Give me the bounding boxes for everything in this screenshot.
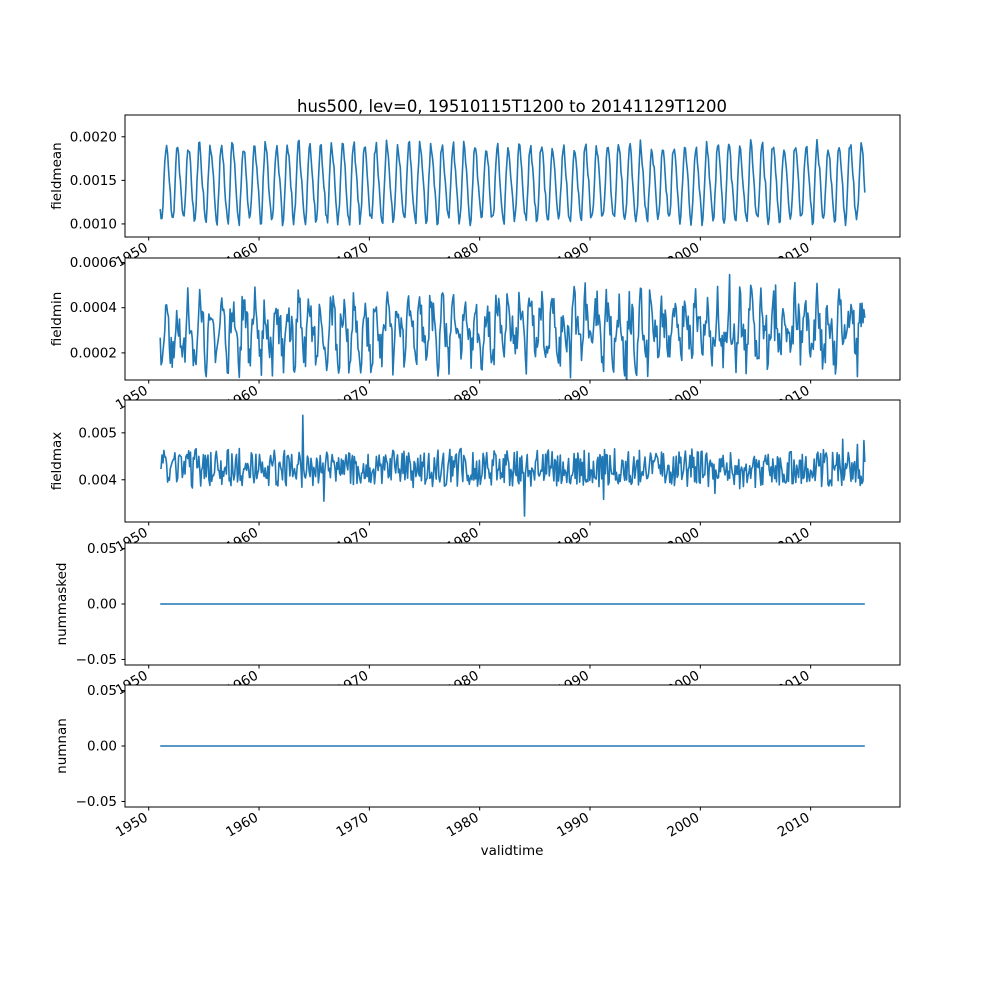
y-tick-label: 0.0010: [70, 216, 117, 232]
axes-spines: [124, 684, 901, 808]
axes-spines: [124, 257, 901, 381]
x-tick-label: 2010: [775, 810, 813, 841]
x-tick-label: 1950: [113, 810, 151, 841]
axes-spines: [124, 542, 901, 666]
x-tick-label: 1960: [223, 810, 261, 841]
y-tick-label: 0.05: [87, 541, 117, 557]
y-axis-label-fieldmin: fieldmin: [49, 291, 65, 347]
x-tick-label: 1990: [554, 810, 592, 841]
x-tick-label: 2000: [665, 810, 703, 841]
y-tick-label: 0.00: [87, 597, 117, 613]
y-axis-label-fieldmean: fieldmean: [49, 142, 65, 210]
y-axis-label-fieldmax: fieldmax: [49, 431, 65, 491]
chart-title: hus500, lev=0, 19510115T1200 to 20141129…: [297, 97, 727, 116]
subplot-numnan: 1950 1960 1970 1980 1990 2000 2010 −0.05 0.00 0.0…: [76, 683, 901, 841]
y-axis-label-numnan: numnan: [54, 718, 70, 774]
subplot-nummasked: 1950 1960 1970 1980 1990 2000 2010−0.050.000.0…: [76, 541, 901, 699]
axes-spines: [124, 399, 901, 523]
y-tick-label: 0.005: [78, 425, 117, 441]
y-tick-label: 0.004: [78, 472, 117, 488]
subplot-fieldmean: 1950 1960 1970 1980 1990 2000 20100.00100.0015…: [70, 114, 901, 271]
y-axis-label-nummasked: nummasked: [54, 562, 70, 646]
y-tick-label: 0.0004: [70, 300, 117, 316]
y-tick-label: 0.0020: [70, 129, 117, 145]
y-tick-label: 0.0006: [70, 255, 117, 271]
series-line-fieldmax: [160, 414, 866, 517]
x-axis-label: validtime: [480, 843, 544, 859]
x-tick-label: 1970: [334, 810, 372, 841]
subplot-fieldmin: 1950 1960 1970 1980 1990 2000 20100.00020.0004…: [70, 255, 901, 414]
y-tick-label: 0.0015: [70, 173, 117, 189]
y-tick-label: −0.05: [76, 794, 117, 810]
y-tick-label: −0.05: [76, 652, 117, 668]
y-tick-label: 0.05: [87, 683, 117, 699]
series-line-fieldmean: [159, 138, 866, 227]
series-line-fieldmin: [159, 273, 866, 380]
axes-spines: [124, 114, 901, 238]
axes-background: [125, 400, 900, 522]
y-tick-label: 0.0002: [70, 345, 117, 361]
y-tick-label: 0.00: [87, 739, 117, 755]
x-tick-label: 1980: [444, 810, 482, 841]
